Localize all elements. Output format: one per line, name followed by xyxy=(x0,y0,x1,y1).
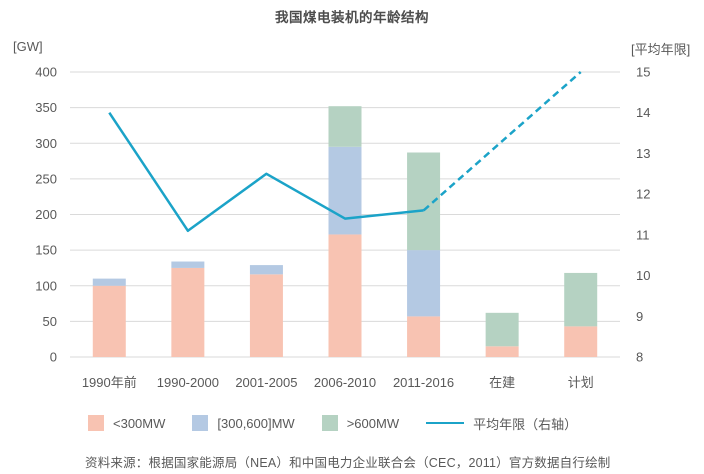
legend-item-avg-age: 平均年限（右轴） xyxy=(426,414,577,433)
category-label: 1990年前 xyxy=(82,375,137,390)
bar-segment-<300MW-2011-2016 xyxy=(407,316,441,357)
legend-label: <300MW xyxy=(113,415,166,431)
left-axis-tick-label: 300 xyxy=(35,136,57,151)
bar-segment-<300MW-2006-2010 xyxy=(328,234,362,357)
category-label: 2006-2010 xyxy=(314,375,376,390)
legend-swatch-icon xyxy=(192,415,209,431)
bar-segment->600MW-计划 xyxy=(564,272,598,327)
bar-segment-[300,600]MW-1990年前 xyxy=(92,278,126,286)
category-label: 2001-2005 xyxy=(235,375,297,390)
right-axis-tick-label: 12 xyxy=(636,187,650,202)
right-axis-tick-label: 11 xyxy=(636,227,650,242)
legend-label: [300,600]MW xyxy=(217,415,295,431)
right-axis-tick-label: 13 xyxy=(636,146,650,161)
left-axis-unit-label: [GW] xyxy=(13,39,43,54)
legend-swatch-icon xyxy=(88,415,104,431)
legend-item->600MW: >600MW xyxy=(321,415,400,431)
left-axis-tick-label: 100 xyxy=(35,278,57,293)
bar-segment-<300MW-计划 xyxy=(564,326,598,357)
right-axis-tick-label: 8 xyxy=(636,350,643,365)
right-axis-tick-label: 14 xyxy=(636,105,650,120)
bar-segment->600MW-在建 xyxy=(485,312,519,347)
category-label: 在建 xyxy=(489,375,515,390)
bar-segment-<300MW-1990-2000 xyxy=(171,267,205,357)
bar-segment-[300,600]MW-1990-2000 xyxy=(171,261,205,268)
right-axis-tick-label: 15 xyxy=(636,65,650,80)
left-axis-tick-label: 200 xyxy=(35,207,57,222)
bar-segment-[300,600]MW-2001-2005 xyxy=(249,265,283,275)
legend-line-icon xyxy=(426,421,465,425)
chart-legend: <300MW [300,600]MW >600MW 平均年限（右轴） xyxy=(88,413,577,433)
left-axis-tick-label: 0 xyxy=(50,350,57,365)
category-label: 1990-2000 xyxy=(157,375,219,390)
category-label: 计划 xyxy=(568,375,594,390)
left-axis-tick-label: 400 xyxy=(35,65,57,80)
bar-segment-<300MW-在建 xyxy=(485,346,519,357)
avg-age-line-dashed-projection xyxy=(422,71,582,212)
bar-segment->600MW-2006-2010 xyxy=(328,106,362,147)
bar-segment-<300MW-1990年前 xyxy=(92,285,126,357)
avg-age-line-solid xyxy=(108,112,424,233)
left-axis-tick-label: 250 xyxy=(35,171,57,186)
right-axis-tick-label: 10 xyxy=(636,268,650,283)
right-axis-tick-label: 9 xyxy=(636,309,643,324)
legend-item-<300MW: <300MW xyxy=(88,415,165,431)
chart-plot-area: 0 50 100 150 200 250 300 350 400 8 9 10 11 12 13 14 15 19… xyxy=(35,65,650,391)
legend-swatch-icon xyxy=(321,415,338,431)
category-label: 2011-2016 xyxy=(393,375,454,390)
legend-item-[300,600]MW: [300,600]MW xyxy=(192,415,295,431)
bar-segment-<300MW-2001-2005 xyxy=(249,274,283,357)
left-axis-tick-label: 350 xyxy=(35,100,57,115)
source-note: 资料来源：根据国家能源局（NEA）和中国电力企业联合会（CEC，2011）官方数… xyxy=(85,456,611,470)
left-axis-tick-label: 50 xyxy=(43,314,57,329)
bar-segment-[300,600]MW-2006-2010 xyxy=(328,146,362,235)
right-axis-unit-label: [平均年限] xyxy=(631,42,691,57)
legend-label: >600MW xyxy=(346,415,400,431)
chart-title: 我国煤电装机的年龄结构 xyxy=(275,10,429,25)
left-axis-tick-label: 150 xyxy=(35,243,57,258)
legend-label: 平均年限（右轴） xyxy=(473,416,578,432)
bar-segment-[300,600]MW-2011-2016 xyxy=(407,250,441,317)
